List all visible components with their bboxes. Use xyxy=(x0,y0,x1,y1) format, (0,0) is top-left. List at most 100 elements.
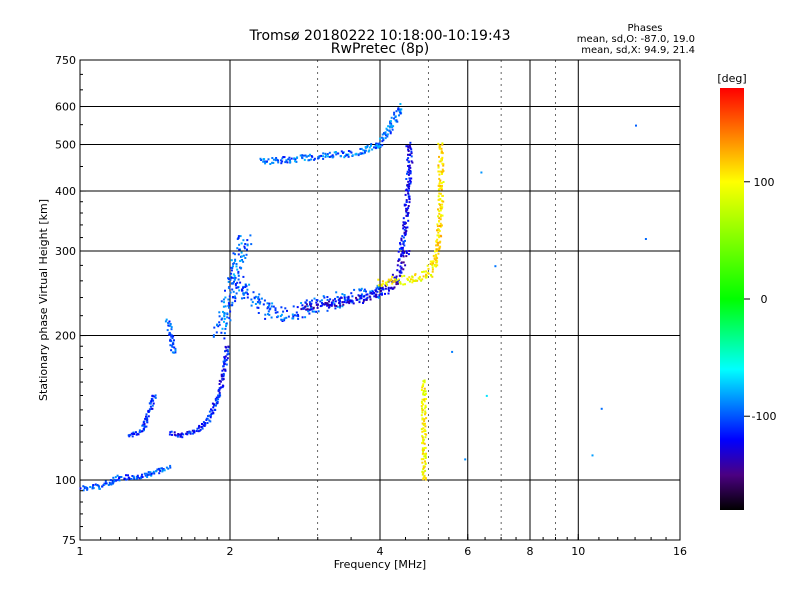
data-point xyxy=(140,477,143,480)
data-point xyxy=(382,288,385,291)
data-point xyxy=(231,267,234,269)
data-point xyxy=(120,476,123,478)
data-point xyxy=(347,295,350,298)
data-point xyxy=(331,156,334,159)
data-point xyxy=(324,152,327,155)
data-point xyxy=(169,339,171,342)
data-point xyxy=(272,305,275,308)
data-point xyxy=(336,305,339,308)
data-point xyxy=(228,306,230,309)
data-point xyxy=(263,299,266,302)
data-point xyxy=(147,411,150,413)
data-point xyxy=(375,293,378,296)
data-point xyxy=(391,282,394,285)
data-point xyxy=(159,469,162,472)
data-point xyxy=(438,177,441,180)
data-point xyxy=(246,239,249,242)
data-point xyxy=(424,469,427,472)
data-point xyxy=(79,487,82,490)
data-point xyxy=(402,236,405,239)
data-point xyxy=(438,144,441,147)
data-point xyxy=(219,380,222,383)
data-point xyxy=(409,179,411,182)
data-point xyxy=(262,303,265,306)
data-point xyxy=(431,264,434,266)
data-point xyxy=(377,295,380,298)
data-point xyxy=(141,424,144,427)
data-point xyxy=(436,243,439,246)
data-point xyxy=(125,478,127,481)
data-point xyxy=(402,268,405,271)
data-point xyxy=(170,335,173,338)
data-point xyxy=(327,155,329,158)
data-point xyxy=(145,425,148,428)
data-point xyxy=(173,431,176,434)
data-point xyxy=(364,149,367,152)
data-point xyxy=(142,429,145,432)
data-point xyxy=(234,260,237,262)
data-point xyxy=(300,308,303,311)
stats-header: Phases xyxy=(627,23,662,34)
data-point xyxy=(268,313,271,316)
data-point xyxy=(403,231,406,234)
data-point xyxy=(380,289,383,292)
data-point xyxy=(370,144,372,147)
data-point xyxy=(225,346,228,349)
data-point xyxy=(169,334,172,336)
data-point xyxy=(234,253,236,256)
data-point xyxy=(220,300,223,303)
data-point xyxy=(242,293,245,296)
stats-x-mode: mean, sd,X: 94.9, 21.4 xyxy=(581,45,695,56)
data-point xyxy=(384,284,387,287)
data-point xyxy=(385,127,388,130)
data-point xyxy=(360,147,363,150)
data-point xyxy=(424,410,427,413)
data-point xyxy=(422,450,425,453)
data-point xyxy=(244,243,247,245)
data-point xyxy=(131,435,134,438)
data-point xyxy=(359,289,362,292)
data-point xyxy=(392,125,395,128)
data-point xyxy=(408,166,411,169)
data-point xyxy=(125,474,127,477)
data-point xyxy=(430,274,433,277)
data-point xyxy=(423,420,426,423)
data-point xyxy=(422,423,425,426)
data-point xyxy=(368,295,371,298)
data-point xyxy=(494,265,497,268)
data-point xyxy=(405,211,408,214)
data-point xyxy=(644,238,647,240)
data-point xyxy=(405,199,408,202)
data-point xyxy=(402,242,405,245)
data-point xyxy=(148,408,151,411)
data-point xyxy=(223,356,226,359)
data-point xyxy=(307,154,310,157)
y-tick-label: 75 xyxy=(62,534,76,547)
data-point xyxy=(201,427,204,430)
data-point xyxy=(407,205,410,207)
data-point xyxy=(441,200,444,203)
data-point xyxy=(241,288,243,291)
data-point xyxy=(403,225,406,228)
data-point xyxy=(223,332,226,335)
data-point xyxy=(396,120,399,123)
data-point xyxy=(409,169,411,172)
data-point xyxy=(384,281,387,284)
data-point xyxy=(401,246,404,249)
data-point xyxy=(434,250,436,253)
data-point xyxy=(223,311,226,314)
data-point xyxy=(395,275,398,278)
data-point xyxy=(105,482,108,485)
data-point xyxy=(215,331,218,334)
data-point xyxy=(350,299,353,302)
data-point xyxy=(402,261,405,264)
chart-title: Tromsø 20180222 10:18:00-10:19:43 xyxy=(249,28,511,44)
data-point xyxy=(258,298,261,301)
data-point xyxy=(408,280,411,283)
data-point xyxy=(355,298,358,301)
data-point xyxy=(237,274,240,277)
data-point xyxy=(304,316,307,319)
data-point xyxy=(421,436,424,439)
data-point xyxy=(246,244,249,247)
data-point xyxy=(325,154,328,157)
